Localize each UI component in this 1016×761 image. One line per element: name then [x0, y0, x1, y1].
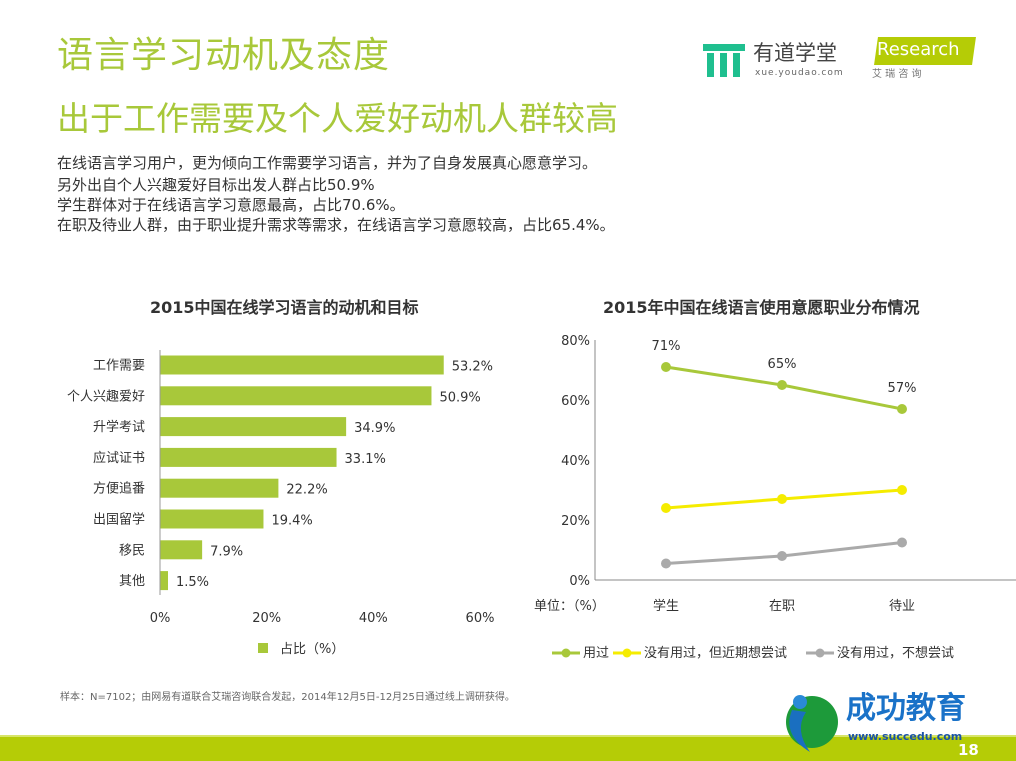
y-tick-label: 40%: [561, 454, 590, 469]
watermark-logo: 成功教育 www.succedu.com: [780, 690, 990, 755]
line-chart: 0% 20% 40% 60% 80% 学生 在职 待业 单位：（%） 71% 65% 57% 用过 没有用…: [534, 334, 1016, 661]
watermark-name: 成功教育: [846, 691, 966, 726]
page-subtitle: 出于工作需要及个人爱好动机人群较高: [57, 99, 618, 138]
page-number: 18: [958, 741, 979, 759]
bar-category-label: 个人兴趣爱好: [67, 389, 145, 404]
legend-marker: [622, 648, 632, 658]
youdao-name: 有道学堂: [753, 41, 837, 65]
data-label: 65%: [768, 357, 797, 372]
watermark-url: www.succedu.com: [848, 730, 963, 743]
bar-data-label: 33.1%: [345, 452, 386, 467]
bar: [160, 417, 347, 437]
bar: [160, 386, 432, 406]
youdao-url: xue.youdao.com: [755, 68, 844, 78]
watermark-figure-icon: [786, 695, 838, 752]
description-line: 另外出自个人兴趣爱好目标出发人群占比50.9%: [57, 176, 375, 194]
legend-label: 没有用过，但近期想尝试: [644, 645, 787, 661]
x-tick-label: 0%: [150, 611, 171, 626]
data-point: [661, 362, 671, 372]
description-line: 学生群体对于在线语言学习意愿最高，占比70.6%。: [57, 196, 405, 214]
youdao-pillar-icon: [703, 44, 745, 77]
data-point: [777, 380, 787, 390]
bar-category-label: 出国留学: [93, 512, 145, 528]
x-tick-label: 学生: [653, 598, 679, 614]
bar: [160, 571, 168, 591]
bar: [160, 447, 337, 467]
bar-data-label: 34.9%: [354, 421, 395, 436]
data-point: [777, 551, 787, 561]
footer-note: 样本：N=7102；由网易有道联合艾瑞咨询联合发起，2014年12月5日-12月…: [60, 692, 515, 703]
data-point: [777, 494, 787, 504]
data-point: [897, 485, 907, 495]
unit-label: 单位：（%）: [534, 599, 605, 614]
data-label: 57%: [888, 381, 917, 396]
data-point: [661, 503, 671, 513]
iresearch-logo: iResearch 艾 瑞 咨 询: [870, 33, 1000, 83]
data-point: [897, 404, 907, 414]
bar-category-label: 其他: [119, 574, 145, 589]
bar-category-label: 移民: [119, 543, 145, 558]
bar-data-label: 22.2%: [286, 483, 327, 498]
bar-category-label: 工作需要: [93, 359, 145, 374]
bar: [160, 509, 264, 529]
description-line: 在职及待业人群，由于职业提升需求等需求，在线语言学习意愿较高，占比65.4%。: [57, 216, 615, 234]
legend-label: 没有用过，不想尝试: [837, 645, 954, 661]
bar: [160, 478, 279, 498]
page-title: 语言学习动机及态度: [57, 35, 391, 76]
x-tick-label: 20%: [252, 611, 281, 626]
bar-data-label: 1.5%: [176, 575, 209, 590]
bar-category-label: 升学考试: [93, 419, 145, 435]
x-tick-label: 在职: [769, 599, 795, 614]
x-tick-label: 待业: [889, 599, 915, 614]
youdao-logo: 有道学堂 xue.youdao.com: [703, 42, 853, 82]
y-tick-label: 60%: [561, 394, 590, 409]
description-line: 在线语言学习用户，更为倾向工作需要学习语言，并为了自身发展真心愿意学习。: [57, 154, 598, 172]
bar: [160, 355, 444, 375]
x-tick-label: 40%: [359, 611, 388, 626]
bar-chart-title: 2015中国在线学习语言的动机和目标: [150, 298, 419, 317]
iresearch-cn: 艾 瑞 咨 询: [872, 69, 922, 80]
bar-data-label: 50.9%: [439, 390, 480, 405]
y-tick-label: 80%: [561, 334, 590, 349]
line-chart-title: 2015年中国在线语言使用意愿职业分布情况: [603, 298, 920, 317]
bar-category-label: 方便追番: [93, 481, 145, 497]
iresearch-name: iResearch: [872, 39, 960, 60]
bar-data-label: 19.4%: [271, 514, 312, 529]
y-tick-label: 20%: [561, 514, 590, 529]
data-label: 71%: [652, 339, 681, 354]
y-tick-label: 0%: [569, 574, 590, 589]
bar-chart: 工作需要 53.2% 个人兴趣爱好 50.9% 升学考试 34.9% 应试证书 33.1% 方便…: [67, 350, 495, 657]
legend-label: 用过: [583, 646, 609, 661]
data-point: [661, 558, 671, 569]
legend-marker: [815, 648, 825, 658]
bar-category-label: 应试证书: [93, 450, 145, 466]
legend-label: 占比（%）: [280, 642, 344, 657]
bar-data-label: 53.2%: [452, 360, 493, 375]
bar-data-label: 7.9%: [210, 544, 243, 559]
footer-band: [0, 737, 1016, 761]
data-point: [897, 537, 907, 548]
legend-marker: [561, 648, 571, 658]
legend-swatch: [258, 643, 268, 653]
x-tick-label: 60%: [466, 611, 495, 626]
footer-divider: [0, 735, 1016, 737]
bar: [160, 540, 203, 560]
